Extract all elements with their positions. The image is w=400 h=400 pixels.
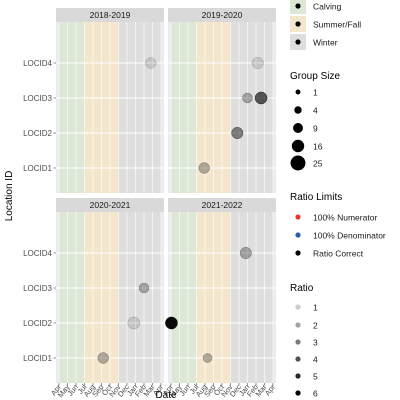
legend-label-ratio: 4 [313, 355, 318, 365]
legend-label-group-size: 9 [313, 124, 318, 134]
y-tick-label: LOCID4 [23, 249, 52, 258]
season-band [118, 212, 161, 383]
legend-label-ratio-limits: 100% Numerator [313, 213, 377, 223]
legend-symbol [295, 89, 301, 95]
x-axis-title: Date [155, 390, 177, 400]
facet-strip [56, 198, 164, 212]
legend-label-period: Calving [313, 2, 342, 12]
legend-symbol [295, 373, 301, 379]
facet-label: 2019-2020 [202, 10, 243, 20]
legend-label-ratio: 2 [313, 321, 318, 331]
season-band [59, 212, 85, 383]
legend-symbol [294, 106, 302, 114]
legend-label-ratio: 6 [313, 389, 318, 399]
legend-title-group-size: Group Size [290, 71, 340, 82]
facet-label: 2020-2021 [90, 200, 131, 210]
legend-symbol [295, 390, 301, 396]
facet-strip [168, 198, 276, 212]
legend-title-ratio: Ratio [290, 283, 314, 294]
data-point [202, 353, 213, 363]
legend-symbol [293, 123, 303, 133]
legend-label-group-size: 25 [313, 159, 323, 169]
y-tick-label: LOCID3 [23, 94, 52, 103]
data-point [231, 127, 244, 139]
y-tick-label: LOCID2 [23, 129, 52, 138]
data-point [198, 162, 210, 174]
legend-label-ratio: 3 [313, 338, 318, 348]
y-tick-label: LOCID1 [23, 164, 52, 173]
legend-symbol [295, 39, 301, 45]
facet-strip [168, 8, 276, 22]
legend-symbol [295, 3, 301, 9]
data-point [251, 57, 264, 69]
data-point [138, 282, 150, 294]
facet-panel: 2020-2021LOCID1LOCID2LOCID3LOCID4AprMayJ… [23, 198, 165, 399]
legend-label-period: Summer/Fall [313, 20, 361, 30]
facet-panel: 2021-2022AprMayJunJulAugSepOctNovDecJanF… [161, 198, 278, 399]
y-tick-label: LOCID4 [23, 59, 52, 68]
facet-panel: 2018-2019 LOCID1 LOCID2 LOCID3 LOCID4 [23, 8, 164, 193]
data-point [97, 352, 109, 364]
legend-symbol [291, 139, 305, 153]
data-point [254, 91, 268, 105]
legend-symbol [295, 356, 301, 362]
legend-label-ratio-limits: 100% Denominator [313, 231, 386, 241]
legend-label-ratio: 5 [313, 372, 318, 382]
facet-panel: 2019-2020 [168, 8, 276, 193]
legend-symbol [295, 232, 301, 238]
season-band [230, 212, 273, 383]
legend-symbol [295, 322, 301, 328]
legend-label-ratio-limits: Ratio Correct [313, 249, 364, 259]
season-band [171, 212, 197, 383]
y-tick-label: LOCID3 [23, 284, 52, 293]
data-point [145, 57, 157, 69]
legend-symbol [295, 214, 301, 220]
season-band [118, 22, 161, 193]
legend-symbol [295, 339, 301, 345]
season-band [230, 22, 273, 193]
legend-label-ratio: 1 [313, 303, 318, 313]
legend-symbol [295, 250, 301, 256]
y-tick-label: LOCID1 [23, 354, 52, 363]
y-tick-label: LOCID2 [23, 319, 52, 328]
facet-label: 2018-2019 [90, 10, 131, 20]
legend-label-period: Winter [313, 38, 338, 48]
facet-label: 2021-2022 [202, 200, 243, 210]
data-point [165, 316, 178, 330]
legend-label-group-size: 16 [313, 142, 323, 152]
legend-symbol [295, 21, 301, 27]
legend-title-ratio-limits: Ratio Limits [290, 192, 342, 203]
y-axis-title: Location ID [4, 171, 15, 222]
data-point [239, 247, 252, 259]
data-point [127, 316, 141, 330]
legend-symbol [295, 304, 301, 310]
legend-label-group-size: 1 [313, 88, 318, 98]
data-point [242, 92, 253, 104]
x-tick-label: Apr [263, 382, 278, 397]
legend-symbol [290, 155, 306, 171]
facet-strip [56, 8, 164, 22]
legend-label-group-size: 4 [313, 106, 318, 116]
season-band [171, 22, 197, 193]
season-band [59, 22, 85, 193]
